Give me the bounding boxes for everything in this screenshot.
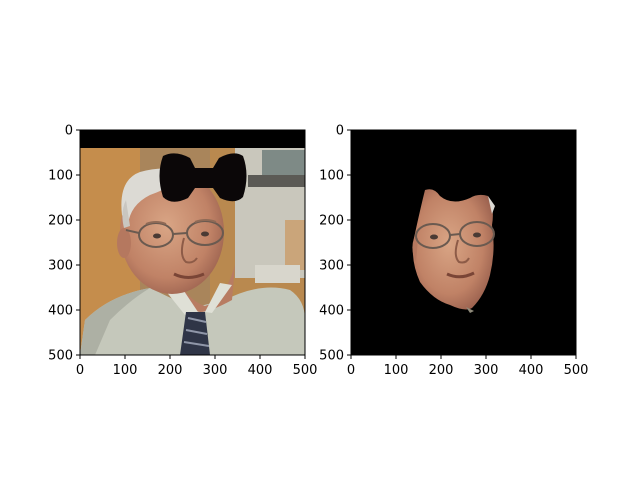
right-x-tick-label-1: 100: [384, 363, 409, 378]
left-y-tick-label-2: 200: [48, 214, 73, 229]
left-x-tick-label-0: 0: [76, 363, 84, 378]
left-x-tick-label-4: 400: [248, 363, 273, 378]
right-y-tick-label-0: 0: [336, 124, 344, 139]
left-y-tick-label-5: 500: [48, 349, 73, 364]
left-x-tick-label-2: 200: [158, 363, 183, 378]
right-axes-frame: [350, 129, 577, 356]
left-axes-frame: [79, 129, 306, 356]
left-y-tick-label-3: 300: [48, 259, 73, 274]
right-y-tick-label-3: 300: [319, 259, 344, 274]
right-image-panel: [351, 130, 576, 355]
left-y-tick-label-1: 100: [48, 169, 73, 184]
bowtie-mask: [159, 153, 247, 202]
right-x-tick-label-5: 500: [564, 363, 589, 378]
left-image-panel: [80, 130, 305, 355]
right-y-tick-label-1: 100: [319, 169, 344, 184]
right-x-tick-label-0: 0: [347, 363, 355, 378]
face-segment: [412, 189, 494, 310]
right-x-tick-label-2: 200: [429, 363, 454, 378]
left-x-tick-label-1: 100: [113, 363, 138, 378]
right-x-tick-label-3: 300: [474, 363, 499, 378]
right-y-tick-label-5: 500: [319, 349, 344, 364]
right-y-tick-label-2: 200: [319, 214, 344, 229]
right-x-tick-label-4: 400: [519, 363, 544, 378]
left-x-tick-label-5: 500: [293, 363, 318, 378]
left-x-tick-label-3: 300: [203, 363, 228, 378]
right-y-tick-label-4: 400: [319, 304, 344, 319]
left-y-tick-label-4: 400: [48, 304, 73, 319]
left-y-tick-label-0: 0: [65, 124, 73, 139]
